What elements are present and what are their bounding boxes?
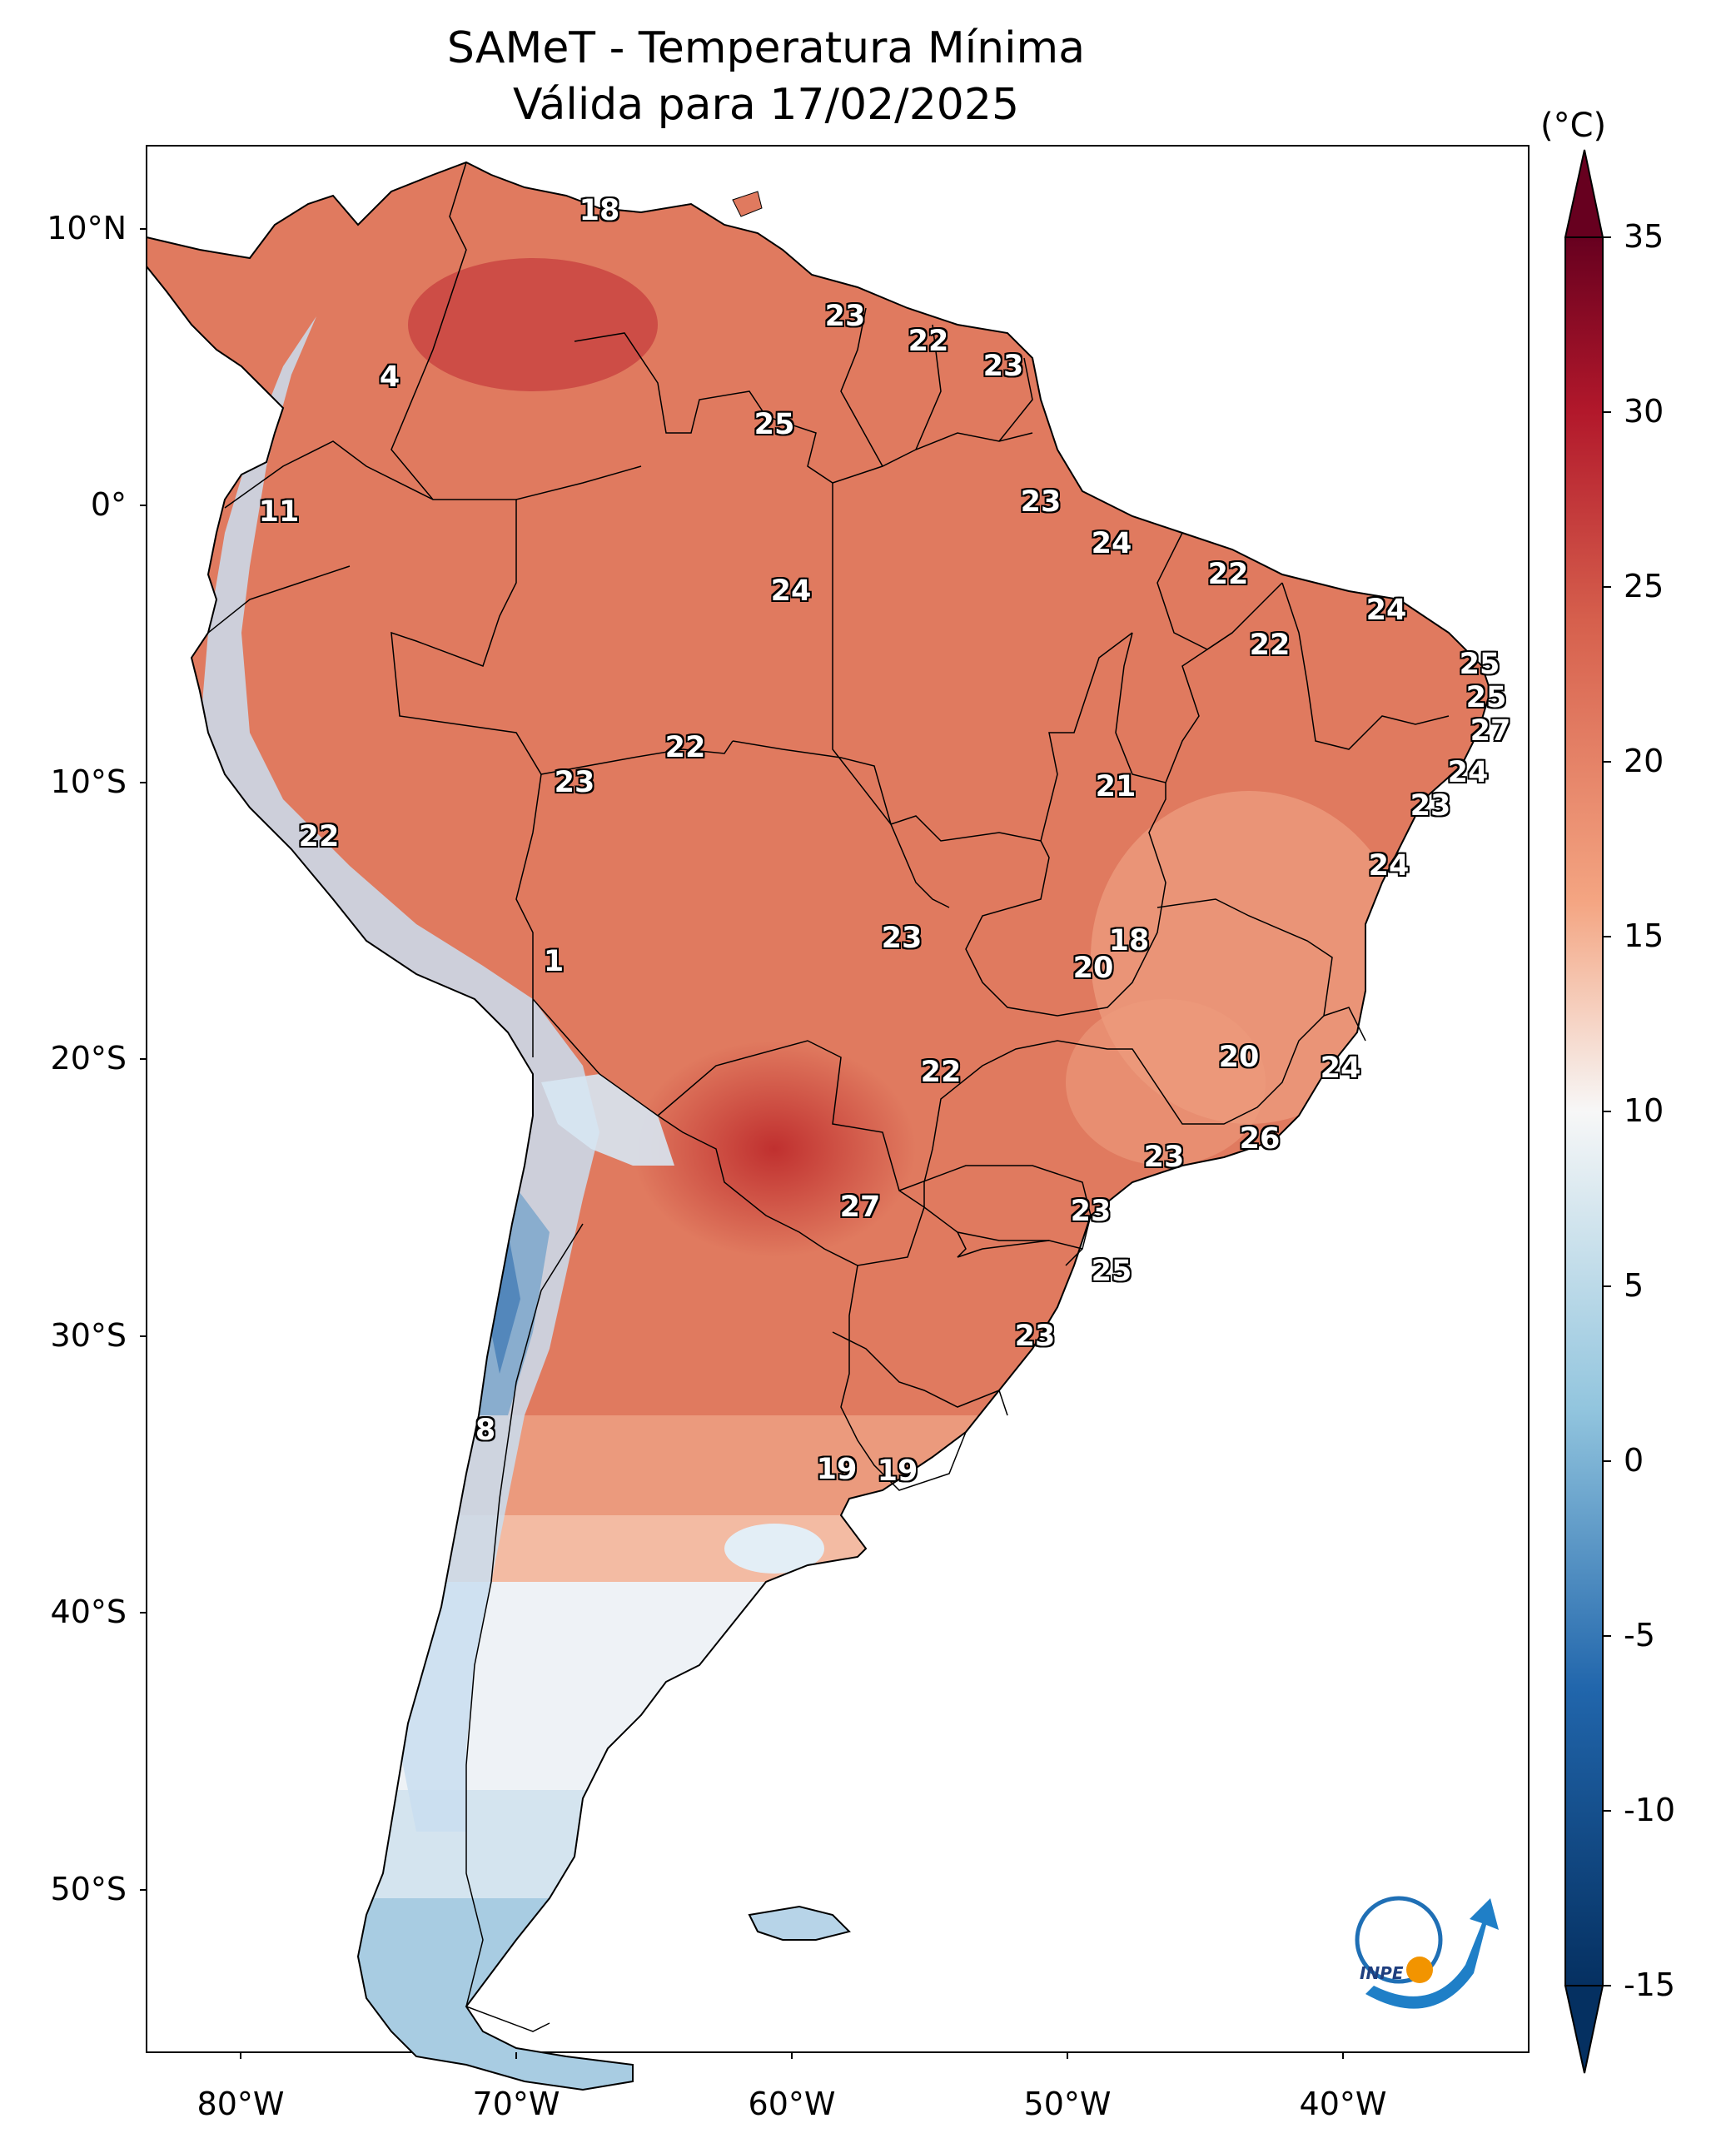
temp-value-label: 23 [554,766,595,799]
temp-value-label: 23 [1143,1141,1185,1174]
lat-label-50s: 50°S [50,1871,127,1907]
temp-value-label: 23 [1410,789,1451,823]
temp-value-label: 24 [1091,527,1132,560]
temp-value-label: 23 [982,350,1024,383]
temp-value-label: 25 [1459,648,1500,681]
colorbar-tick: 35 [1624,218,1664,255]
temp-value-label: 22 [664,731,706,764]
inpe-logo-text: INPE [1360,1963,1404,1983]
lat-label-40s: 40°S [50,1594,127,1630]
temp-value-label: 25 [1465,681,1507,714]
temp-value-label: 24 [1320,1052,1361,1085]
temp-value-label: 18 [579,194,620,227]
lat-label-10n: 10°N [47,210,127,246]
colorbar-tick: 5 [1624,1267,1644,1304]
temp-value-label: 22 [1249,629,1291,662]
lat-label-20s: 20°S [50,1040,127,1076]
temp-value-label: 22 [920,1056,962,1089]
subtitle: Válida para 17/02/2025 [512,80,1020,130]
lat-label-30s: 30°S [50,1317,127,1354]
temp-value-label: 20 [1218,1041,1260,1074]
lon-label-60w: 60°W [748,2086,836,2122]
temp-value-label: 24 [770,574,812,608]
temp-value-label: 26 [1239,1122,1281,1156]
temp-value-label: 20 [1072,952,1114,985]
temp-value-label: 22 [1207,558,1249,591]
colorbar-unit: (°C) [1540,107,1607,145]
temp-value-label: 23 [824,300,866,333]
temp-value-label: 23 [1020,485,1062,519]
colorbar-tick: -10 [1624,1792,1676,1828]
temp-value-label: 23 [881,922,923,955]
temp-value-label: 25 [1091,1255,1132,1288]
lon-label-80w: 80°W [196,2086,285,2122]
lat-label-10s: 10°S [50,763,127,800]
temp-value-label: 24 [1368,849,1410,883]
temp-value-label: 19 [816,1453,858,1486]
colorbar-tick: 0 [1624,1442,1644,1479]
lon-label-40w: 40°W [1299,2086,1387,2122]
country-borders [207,162,1450,2032]
temp-value-label: 11 [258,495,300,529]
temp-value-label: 22 [298,820,340,853]
temp-value-label: 19 [877,1454,918,1488]
lon-label-70w: 70°W [472,2086,560,2122]
lat-label-0: 0° [90,486,127,523]
colorbar-tick: 30 [1624,393,1664,430]
temp-value-label: 24 [1365,594,1407,627]
colorbar-tick: 20 [1624,743,1664,779]
temp-value-label: 27 [839,1191,881,1224]
colorbar-tick: 10 [1624,1092,1664,1129]
temp-value-label: 24 [1447,756,1489,789]
temp-value-label: 21 [1095,770,1137,803]
colorbar-tick: 25 [1624,568,1664,604]
colorbar-tick: 15 [1624,917,1664,954]
title: SAMeT - Temperatura Mínima [446,23,1086,73]
temp-value-label: 18 [1108,924,1150,957]
inpe-logo [1355,1896,1499,2009]
temp-value-label: 23 [1070,1195,1112,1228]
falkland-islands [748,1905,851,1941]
colorbar [1564,149,1611,2074]
colorbar-tick: -15 [1624,1967,1676,2003]
temp-value-label: 8 [475,1414,496,1447]
temp-value-label: 27 [1470,714,1511,748]
temp-value-label: 25 [754,408,795,441]
temp-value-label: 22 [908,325,949,358]
temp-value-label: 23 [1014,1320,1056,1353]
colorbar-tick: -5 [1624,1617,1655,1653]
lon-label-50w: 50°W [1023,2086,1112,2122]
temp-value-label: 4 [379,360,400,394]
trinidad-island [732,191,763,217]
temp-value-label: 1 [543,945,565,978]
axis-ticks [140,228,1344,2059]
